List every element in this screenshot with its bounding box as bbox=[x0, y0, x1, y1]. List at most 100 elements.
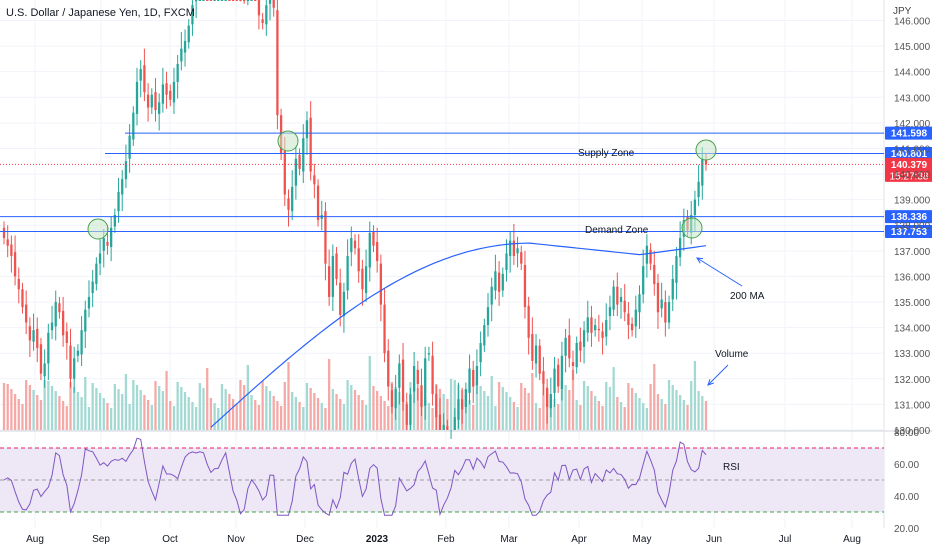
candle-body[interactable] bbox=[468, 368, 471, 393]
candle-body[interactable] bbox=[353, 240, 357, 249]
candle-body[interactable] bbox=[10, 244, 13, 256]
candle-body[interactable] bbox=[612, 286, 615, 310]
candle-body[interactable] bbox=[102, 238, 105, 251]
candle-body[interactable] bbox=[531, 334, 534, 361]
candle-body[interactable] bbox=[557, 364, 560, 387]
candle-body[interactable] bbox=[486, 307, 490, 326]
candle-body[interactable] bbox=[549, 394, 552, 409]
candle-body[interactable] bbox=[693, 199, 697, 215]
candle-body[interactable] bbox=[372, 231, 375, 246]
candle-body[interactable] bbox=[246, 0, 249, 1]
candle-body[interactable] bbox=[490, 286, 493, 305]
candle-body[interactable] bbox=[198, 0, 201, 1]
candle-body[interactable] bbox=[656, 282, 660, 313]
candle-body[interactable] bbox=[76, 350, 80, 356]
candle-body[interactable] bbox=[80, 330, 83, 355]
candle-body[interactable] bbox=[357, 248, 360, 272]
candle-body[interactable] bbox=[331, 255, 334, 297]
candle-body[interactable] bbox=[634, 309, 637, 327]
candle-body[interactable] bbox=[660, 299, 663, 309]
candle-body[interactable] bbox=[697, 181, 700, 198]
candle-body[interactable] bbox=[84, 309, 87, 332]
candle-body[interactable] bbox=[342, 291, 346, 317]
candle-body[interactable] bbox=[601, 331, 604, 338]
candle-body[interactable] bbox=[217, 0, 220, 1]
candle-body[interactable] bbox=[169, 90, 172, 100]
candle-body[interactable] bbox=[224, 0, 227, 1]
candle-body[interactable] bbox=[146, 94, 150, 108]
candle-body[interactable] bbox=[150, 94, 153, 108]
candle-body[interactable] bbox=[239, 0, 242, 1]
candle-body[interactable] bbox=[398, 363, 401, 388]
candle-body[interactable] bbox=[671, 278, 674, 300]
candle-body[interactable] bbox=[501, 273, 504, 291]
candle-body[interactable] bbox=[73, 358, 76, 379]
candle-body[interactable] bbox=[505, 253, 508, 271]
candle-body[interactable] bbox=[209, 0, 213, 1]
candle-body[interactable] bbox=[113, 215, 116, 227]
candle-body[interactable] bbox=[268, 0, 272, 4]
candle-body[interactable] bbox=[228, 0, 231, 1]
candle-body[interactable] bbox=[139, 69, 142, 81]
candle-body[interactable] bbox=[110, 227, 113, 247]
candle-body[interactable] bbox=[324, 211, 327, 264]
candle-body[interactable] bbox=[590, 317, 593, 333]
candle-body[interactable] bbox=[368, 232, 371, 268]
candle-body[interactable] bbox=[294, 158, 298, 186]
candle-body[interactable] bbox=[350, 238, 353, 253]
candle-body[interactable] bbox=[564, 337, 567, 356]
candle-body[interactable] bbox=[287, 198, 290, 210]
candle-body[interactable] bbox=[54, 302, 57, 327]
candle-body[interactable] bbox=[202, 0, 205, 1]
candle-body[interactable] bbox=[313, 175, 316, 185]
candle-body[interactable] bbox=[605, 319, 608, 337]
candle-body[interactable] bbox=[435, 394, 438, 418]
candle-body[interactable] bbox=[394, 389, 397, 409]
candle-body[interactable] bbox=[442, 424, 445, 430]
candle-body[interactable] bbox=[128, 135, 131, 159]
candle-body[interactable] bbox=[568, 335, 571, 359]
candle-body[interactable] bbox=[135, 81, 139, 114]
candle-body[interactable] bbox=[50, 322, 54, 331]
candle-body[interactable] bbox=[542, 371, 545, 384]
candle-body[interactable] bbox=[117, 191, 120, 212]
candle-body[interactable] bbox=[124, 161, 128, 180]
candle-body[interactable] bbox=[28, 326, 32, 341]
candle-body[interactable] bbox=[704, 159, 708, 165]
candle-body[interactable] bbox=[405, 404, 408, 425]
candle-body[interactable] bbox=[509, 240, 512, 256]
candle-body[interactable] bbox=[161, 84, 165, 104]
candle-body[interactable] bbox=[276, 10, 279, 116]
candle-body[interactable] bbox=[346, 255, 349, 291]
candle-body[interactable] bbox=[379, 263, 383, 305]
candle-body[interactable] bbox=[534, 345, 538, 364]
candle-body[interactable] bbox=[180, 48, 183, 62]
candle-body[interactable] bbox=[364, 266, 368, 294]
candle-body[interactable] bbox=[172, 81, 176, 103]
candle-body[interactable] bbox=[412, 366, 416, 392]
candle-body[interactable] bbox=[545, 387, 549, 407]
candle-body[interactable] bbox=[21, 289, 24, 308]
candle-body[interactable] bbox=[154, 92, 157, 111]
candle-body[interactable] bbox=[586, 317, 589, 333]
candle-body[interactable] bbox=[339, 282, 342, 315]
candle-body[interactable] bbox=[327, 266, 331, 297]
candle-body[interactable] bbox=[457, 399, 460, 420]
candle-body[interactable] bbox=[32, 330, 35, 342]
candle-body[interactable] bbox=[272, 0, 275, 8]
candle-body[interactable] bbox=[594, 325, 597, 331]
candle-body[interactable] bbox=[427, 353, 431, 355]
candle-body[interactable] bbox=[653, 264, 656, 285]
candle-body[interactable] bbox=[453, 417, 456, 430]
candle-body[interactable] bbox=[309, 117, 312, 172]
candle-body[interactable] bbox=[571, 362, 575, 367]
candle-body[interactable] bbox=[206, 0, 209, 1]
candle-body[interactable] bbox=[13, 252, 17, 277]
candle-body[interactable] bbox=[91, 281, 94, 294]
candle-body[interactable] bbox=[6, 239, 9, 246]
candle-body[interactable] bbox=[642, 266, 645, 295]
candle-body[interactable] bbox=[416, 369, 419, 384]
candle-body[interactable] bbox=[17, 278, 20, 290]
candle-body[interactable] bbox=[579, 341, 582, 351]
candle-body[interactable] bbox=[523, 264, 527, 308]
